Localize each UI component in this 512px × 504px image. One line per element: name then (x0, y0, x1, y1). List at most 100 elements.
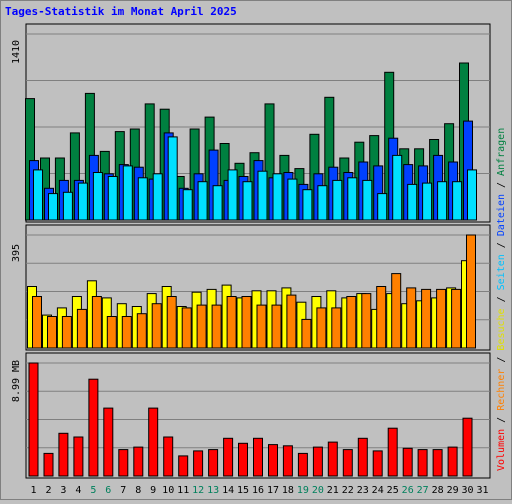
bar-seiten-day-4 (77, 182, 88, 221)
x-tick-label: 1 (30, 485, 36, 496)
bar-rechner-day-29 (451, 288, 462, 349)
bar-rechner-day-24 (376, 286, 387, 349)
x-tick-label: 26 (402, 485, 414, 496)
bar-rechner-day-25 (391, 273, 402, 349)
bar-rechner-day-10 (166, 296, 177, 349)
bar-volumen-day-29 (447, 446, 458, 477)
bar-seiten-day-14 (227, 169, 238, 221)
x-tick-label: 20 (312, 485, 324, 496)
panel-visits-sites: 395 (11, 224, 491, 351)
x-tick-label: 3 (60, 485, 66, 496)
bar-volumen-day-3 (58, 432, 69, 477)
bar-seiten-day-26 (407, 183, 418, 221)
bar-rechner-day-17 (271, 304, 282, 349)
bar-rechner-day-28 (436, 288, 447, 349)
bar-seiten-day-22 (347, 177, 358, 221)
x-tick-label: 4 (75, 485, 81, 496)
bar-seiten-day-30 (467, 169, 477, 221)
x-tick-label: 18 (282, 485, 294, 496)
bar-volumen-day-24 (372, 450, 383, 477)
x-tick-label: 11 (177, 485, 189, 496)
bar-seiten-day-29 (452, 181, 463, 221)
bar-volumen-day-5 (88, 378, 99, 477)
bar-seiten-day-7 (122, 165, 133, 221)
x-tick-label: 19 (297, 485, 309, 496)
bar-volumen-day-12 (193, 450, 204, 477)
bar-seiten-day-21 (332, 179, 343, 221)
legend-entry: Dateien (496, 194, 507, 236)
bar-seiten-day-25 (392, 154, 403, 221)
bar-seiten-day-20 (317, 185, 328, 221)
legend-entry: / (496, 290, 507, 308)
bar-volumen-day-17 (268, 444, 278, 477)
x-tick-label: 28 (432, 485, 444, 496)
bar-volumen-day-8 (133, 446, 144, 477)
legend-entry: / (496, 176, 507, 194)
bar-rechner-day-19 (301, 318, 312, 349)
x-tick-label: 16 (252, 485, 264, 496)
chart-panels: 1410 395 8.99 MB (11, 23, 491, 479)
bar-rechner-day-12 (196, 304, 207, 349)
bar-rechner-day-22 (346, 296, 357, 349)
bar-volumen-day-25 (387, 427, 398, 477)
bar-rechner-day-7 (121, 316, 132, 349)
x-tick-label: 8 (135, 485, 141, 496)
bar-volumen-day-1 (28, 362, 39, 477)
x-tick-label: 5 (90, 485, 96, 496)
bar-volumen-day-28 (432, 449, 443, 477)
x-tick-label: 31 (476, 485, 488, 496)
bar-volumen-day-21 (327, 441, 338, 477)
bar-rechner-day-1 (32, 296, 42, 349)
bar-seiten-day-10 (167, 136, 178, 221)
bar-volumen-day-27 (417, 449, 428, 477)
bar-volumen-day-10 (163, 436, 174, 477)
bar-volumen-day-30 (462, 417, 473, 477)
chart-title: Tages-Statistik im Monat April 2025 (5, 5, 237, 18)
legend-right: Volumen / Rechner / Besuche / Seiten / D… (496, 128, 507, 471)
bar-seiten-day-12 (197, 181, 208, 221)
bar-seiten-day-18 (287, 178, 298, 221)
bar-seiten-day-19 (302, 189, 313, 221)
bar-volumen-day-7 (118, 449, 129, 477)
x-axis-labels: 1 2 3 4 5 6 7 8 9 10 11 12 13 14 15 16 17 18 19 20 21 22 23 24 2… (30, 485, 488, 496)
legend-entry: Volumen (496, 429, 507, 471)
bar-volumen-day-2 (43, 452, 54, 477)
bar-volumen-day-13 (208, 449, 219, 477)
bar-volumen-day-9 (148, 407, 159, 477)
legend-entry: / (496, 236, 507, 254)
bar-rechner-day-9 (151, 303, 162, 349)
legend-entry: Rechner (496, 369, 507, 411)
bar-seiten-day-11 (182, 189, 193, 221)
bar-volumen-day-19 (297, 452, 308, 477)
legend-entry: Anfragen (496, 128, 507, 176)
bar-rechner-day-5 (91, 296, 102, 349)
bar-rechner-day-21 (331, 307, 342, 349)
bar-rechner-day-15 (241, 296, 252, 349)
x-tick-label: 23 (357, 485, 369, 496)
x-tick-label: 24 (372, 485, 384, 496)
x-tick-label: 7 (120, 485, 126, 496)
bar-volumen-day-16 (253, 437, 263, 477)
x-tick-label: 15 (237, 485, 249, 496)
bar-rechner-day-23 (361, 293, 372, 349)
x-tick-label: 6 (105, 485, 111, 496)
bar-rechner-day-18 (286, 294, 297, 349)
bar-volumen-day-15 (238, 442, 248, 477)
bar-volumen-day-18 (282, 445, 293, 477)
bar-rechner-day-30 (466, 234, 476, 349)
bar-seiten-day-16 (257, 170, 268, 221)
bar-rechner-day-13 (211, 304, 222, 349)
bar-seiten-day-1 (33, 169, 43, 221)
legend-entry: Seiten (496, 254, 507, 290)
bar-volumen-day-6 (103, 407, 114, 477)
bar-seiten-day-13 (212, 185, 223, 221)
bar-rechner-day-16 (256, 304, 267, 349)
bar-seiten-day-5 (92, 172, 103, 221)
bar-rechner-day-3 (61, 316, 72, 349)
bar-seiten-day-9 (152, 173, 163, 221)
bar-seiten-day-24 (377, 193, 388, 221)
bar-rechner-day-4 (76, 308, 87, 349)
bar-seiten-day-28 (437, 181, 448, 221)
